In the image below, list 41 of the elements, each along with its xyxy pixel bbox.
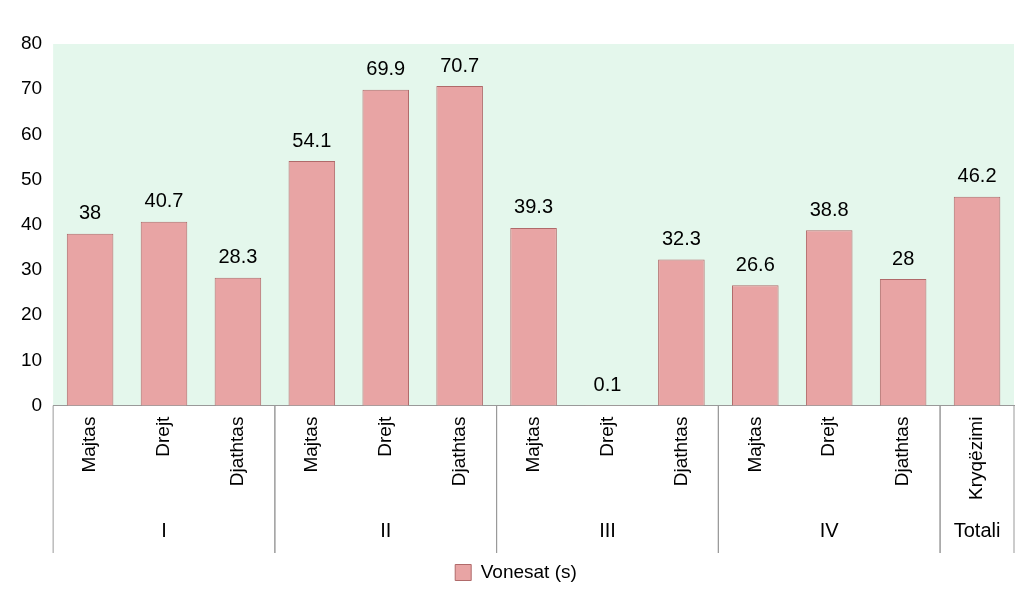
y-tick-label: 0 (31, 393, 43, 415)
data-label: 0.1 (593, 372, 622, 395)
y-tick-label: 30 (20, 258, 43, 280)
text: III (599, 518, 616, 541)
data-label: 40.7 (144, 189, 184, 212)
data-label: 38 (78, 201, 102, 224)
text: I (161, 518, 167, 541)
data-label: 28 (892, 246, 915, 269)
y-tick-label: 10 (20, 348, 43, 370)
x-tick-label: Drejt (373, 415, 395, 457)
data-label: 54.1 (292, 128, 332, 151)
x-tick-label: Majtas (78, 416, 100, 473)
x-tick-label: Drejt (595, 415, 617, 457)
text: IV (819, 518, 840, 541)
x-tick-label: Djathtas (891, 416, 913, 487)
text: Totali (953, 518, 1001, 541)
x-tick-label: Drejt (817, 415, 839, 457)
y-tick-label: 20 (20, 303, 43, 325)
data-label: 69.9 (366, 57, 406, 80)
x-tick-label: Majtas (300, 416, 322, 473)
x-tick-label: Kryqëzimi (965, 416, 987, 500)
data-label: 26.6 (735, 252, 775, 275)
data-label: 28.3 (218, 245, 258, 268)
text: II (380, 518, 392, 541)
x-tick-label: Drejt (152, 415, 174, 457)
x-tick-label: Djathtas (669, 416, 691, 487)
y-tick-label: 40 (20, 213, 43, 235)
x-tick-label: Majtas (743, 416, 765, 473)
x-tick-label: Djathtas (226, 416, 248, 487)
legend-label: Vonesat (s) (480, 560, 577, 582)
y-tick-label: 80 (20, 32, 43, 54)
data-label: 46.2 (957, 164, 997, 187)
y-tick-label: 60 (20, 122, 43, 144)
y-tick-label: 50 (20, 167, 43, 189)
x-tick-label: Majtas (521, 416, 543, 473)
x-tick-label: Djathtas (447, 416, 469, 487)
y-tick-label: 70 (20, 77, 43, 99)
data-label: 39.3 (514, 195, 554, 218)
data-label: 32.3 (661, 227, 701, 250)
data-label: 38.8 (809, 197, 849, 220)
data-label: 70.7 (440, 53, 480, 76)
